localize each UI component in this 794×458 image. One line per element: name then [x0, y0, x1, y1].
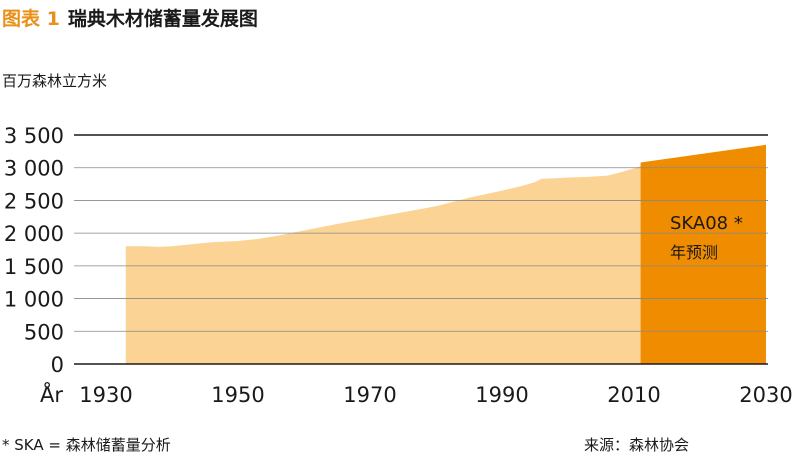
forecast-label: SKA08 *: [670, 213, 743, 234]
x-tick-label: 1930: [79, 383, 132, 407]
source-note: 来源：森林协会: [584, 436, 690, 454]
y-tick-label: 3 500: [4, 124, 64, 148]
chart-title: 图表 1 瑞典木材储蓄量发展图: [2, 4, 258, 31]
y-tick-label: 1 000: [4, 288, 64, 312]
y-tick-label: 500: [24, 320, 64, 344]
historical-area: [125, 163, 648, 364]
y-tick-label: 2 500: [4, 189, 64, 213]
y-tick-label: 0: [51, 353, 64, 377]
x-tick-label: 2030: [739, 383, 792, 407]
x-tick-label: 1990: [475, 383, 528, 407]
y-tick-label: 3 000: [4, 157, 64, 181]
figure-label: 图表 1: [2, 8, 60, 30]
footnote: * SKA = 森林储蓄量分析: [2, 436, 171, 454]
figure-title: 瑞典木材储蓄量发展图: [67, 8, 258, 30]
x-tick-label: 1950: [211, 383, 264, 407]
area-chart: 0 500 1 000 1 500 2 000 2 500 3 000 3 500 År 1930…: [4, 124, 793, 407]
x-tick-label: 1970: [343, 383, 396, 407]
y-tick-label: 1 500: [4, 255, 64, 279]
x-axis-title: År: [40, 381, 63, 407]
y-tick-label: 2 000: [4, 222, 64, 246]
y-axis-unit: 百万森林立方米: [2, 72, 108, 90]
x-tick-label: 2010: [607, 383, 660, 407]
forecast-label-sub: 年预测: [670, 243, 718, 262]
forecast-area: [640, 144, 766, 364]
